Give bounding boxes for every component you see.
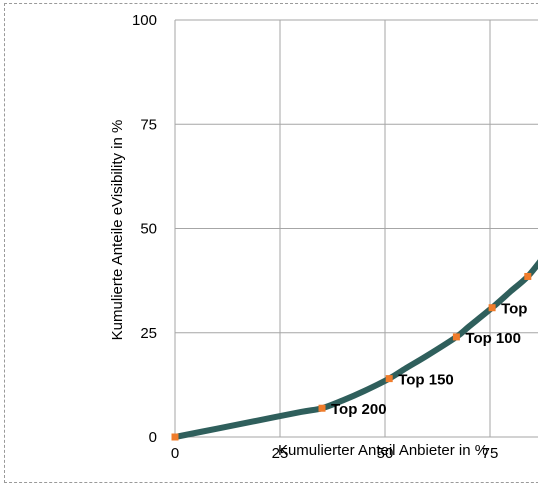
y-tick-label: 50 bbox=[140, 221, 157, 238]
data-point-marker bbox=[385, 375, 393, 383]
data-point-marker bbox=[452, 333, 460, 341]
y-tick-label: 0 bbox=[149, 429, 157, 446]
x-tick-label: 25 bbox=[272, 445, 289, 462]
data-point-marker bbox=[171, 433, 179, 441]
data-point-marker bbox=[318, 404, 326, 412]
point-label: Top 200 bbox=[331, 401, 387, 418]
point-labels: Top 200 Top 150 Top 100 Top bbox=[331, 301, 527, 418]
point-label: Top bbox=[501, 301, 527, 318]
y-axis-title: Kumulierte Anteile eVisibility in % bbox=[109, 120, 126, 341]
point-label: Top 150 bbox=[398, 372, 454, 389]
data-points bbox=[171, 272, 532, 441]
y-tick-label: 75 bbox=[140, 116, 157, 133]
x-tick-label: 0 bbox=[171, 445, 179, 462]
tick-labels: 0 25 50 75 100 0 25 50 75 bbox=[132, 12, 498, 462]
data-point-marker bbox=[524, 272, 532, 280]
y-tick-label: 25 bbox=[140, 325, 157, 342]
point-label: Top 100 bbox=[465, 330, 521, 347]
series-line-path bbox=[172, 259, 538, 440]
data-point-marker bbox=[488, 304, 496, 312]
series-line bbox=[172, 259, 538, 440]
x-axis-title: Kumulierter Anteil Anbieter in % bbox=[278, 442, 488, 459]
y-tick-label: 100 bbox=[132, 12, 157, 29]
x-tick-label: 75 bbox=[482, 445, 499, 462]
grid-lines bbox=[174, 19, 538, 438]
chart-frame bbox=[4, 3, 538, 483]
x-tick-label: 50 bbox=[377, 445, 394, 462]
